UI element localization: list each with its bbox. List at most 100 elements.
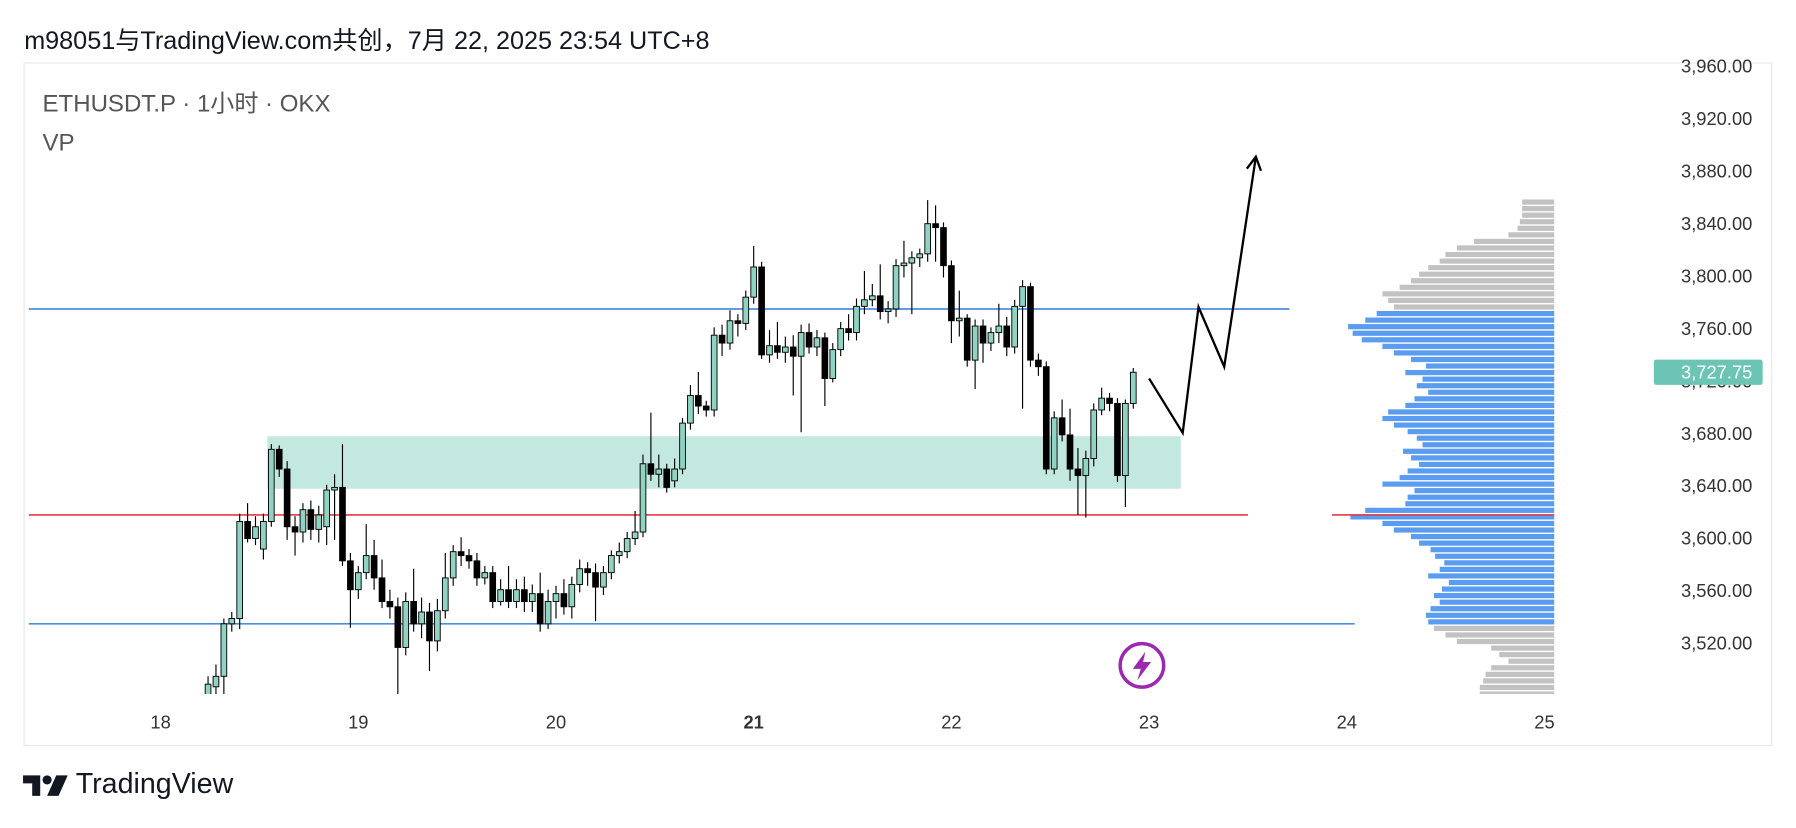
candle-body: [1058, 417, 1066, 436]
candle-body: [647, 463, 655, 475]
candle-body: [813, 337, 821, 348]
candle-body: [552, 593, 560, 602]
volume-bar: [1376, 310, 1555, 317]
candle-body: [236, 521, 244, 620]
volume-bar: [1479, 691, 1555, 695]
y-tick-label: 3,680.00: [1681, 423, 1752, 444]
volume-bar: [1491, 665, 1555, 671]
volume-bar: [1522, 199, 1555, 205]
candle-body: [655, 468, 663, 475]
volume-bar: [1419, 540, 1555, 546]
indicator-label[interactable]: VP: [43, 130, 75, 157]
volume-bar: [1435, 553, 1555, 559]
last-price-label: 3,727.75: [1681, 361, 1752, 382]
volume-bar: [1433, 593, 1555, 599]
candle-body: [1082, 458, 1090, 477]
candle-body: [410, 601, 417, 625]
volume-bar: [1508, 658, 1555, 664]
candle-body: [924, 223, 931, 255]
candle-body: [1027, 286, 1034, 361]
candle-body: [876, 295, 884, 313]
volume-bar: [1499, 652, 1555, 658]
volume-bar: [1430, 547, 1555, 553]
candle-body: [1003, 325, 1011, 348]
volume-bar: [1416, 383, 1555, 389]
x-tick-label: 22: [941, 712, 961, 733]
symbol-label[interactable]: ETHUSDT.P · 1小时 · OKX: [43, 91, 331, 118]
y-tick-label: 3,840.00: [1681, 213, 1752, 234]
arrow-head: [1245, 154, 1263, 172]
volume-bar: [1388, 409, 1555, 415]
candle-body: [592, 572, 599, 588]
x-tick-label: 21: [744, 712, 764, 733]
y-tick-label: 3,800.00: [1681, 265, 1752, 286]
candle-body: [695, 395, 702, 407]
volume-bar: [1382, 481, 1555, 487]
candle-body: [971, 325, 979, 361]
logo-part: [42, 775, 52, 785]
candle-body: [1090, 409, 1098, 459]
flash-icon[interactable]: [1118, 641, 1166, 689]
volume-bar: [1433, 625, 1555, 632]
volume-bar: [1522, 206, 1555, 212]
candle-body: [307, 509, 315, 530]
candle-body: [347, 560, 354, 591]
candle-body: [283, 468, 291, 528]
candle-body: [702, 405, 710, 411]
candle-body: [465, 555, 473, 562]
volume-bar: [1411, 533, 1555, 540]
y-tick-label: 3,560.00: [1681, 580, 1752, 601]
volume-bar: [1419, 461, 1555, 468]
icon-bolt: [1132, 651, 1152, 681]
candle-body: [505, 589, 512, 602]
candle-body: [354, 572, 362, 591]
candle-body: [774, 345, 781, 353]
candle-body: [1042, 366, 1050, 470]
y-tick-label: 3,920.00: [1681, 108, 1752, 129]
volume-bar: [1361, 337, 1555, 343]
volume-bar: [1439, 258, 1555, 264]
y-tick-label: 3,600.00: [1681, 528, 1752, 549]
candle-body: [536, 593, 544, 625]
candle-body: [861, 299, 868, 307]
candle-body: [631, 531, 639, 540]
volume-bar: [1399, 284, 1555, 290]
candle-body: [1122, 402, 1129, 477]
candle-body: [584, 568, 591, 574]
candle-body: [560, 593, 568, 608]
candle-body: [916, 253, 924, 259]
candle-body: [315, 514, 323, 530]
volume-bar: [1491, 645, 1555, 651]
last-price-badge: [1653, 359, 1763, 385]
volume-bar: [1382, 291, 1555, 297]
volume-bar: [1428, 389, 1555, 395]
volume-bar: [1439, 566, 1555, 572]
candle-body: [441, 577, 449, 612]
candle-body: [837, 328, 845, 351]
volume-bar: [1485, 671, 1555, 677]
candle-body: [710, 334, 718, 411]
candle-body: [434, 610, 441, 642]
candle-body: [339, 486, 346, 562]
candle-body: [1114, 402, 1121, 477]
candle-body: [1050, 417, 1058, 470]
volume-bar: [1425, 363, 1555, 369]
candle-body: [426, 611, 433, 642]
volume-bar: [1382, 343, 1555, 349]
candle-body: [568, 584, 576, 608]
candle-body: [220, 623, 228, 677]
candle-body: [766, 345, 773, 356]
candle-body: [979, 325, 987, 344]
y-tick-label: 3,880.00: [1681, 160, 1752, 181]
candle-body: [963, 317, 971, 361]
volume-bar: [1441, 586, 1555, 592]
candle-body: [718, 334, 726, 344]
x-tick-label: 25: [1534, 712, 1554, 733]
volume-bar: [1405, 402, 1555, 408]
brand-logo[interactable]: TradingView: [23, 768, 234, 800]
volume-bar: [1519, 219, 1555, 225]
candle-body: [212, 675, 220, 688]
candle-body: [900, 262, 908, 267]
volume-bar: [1407, 494, 1555, 500]
candle-body: [252, 526, 259, 540]
